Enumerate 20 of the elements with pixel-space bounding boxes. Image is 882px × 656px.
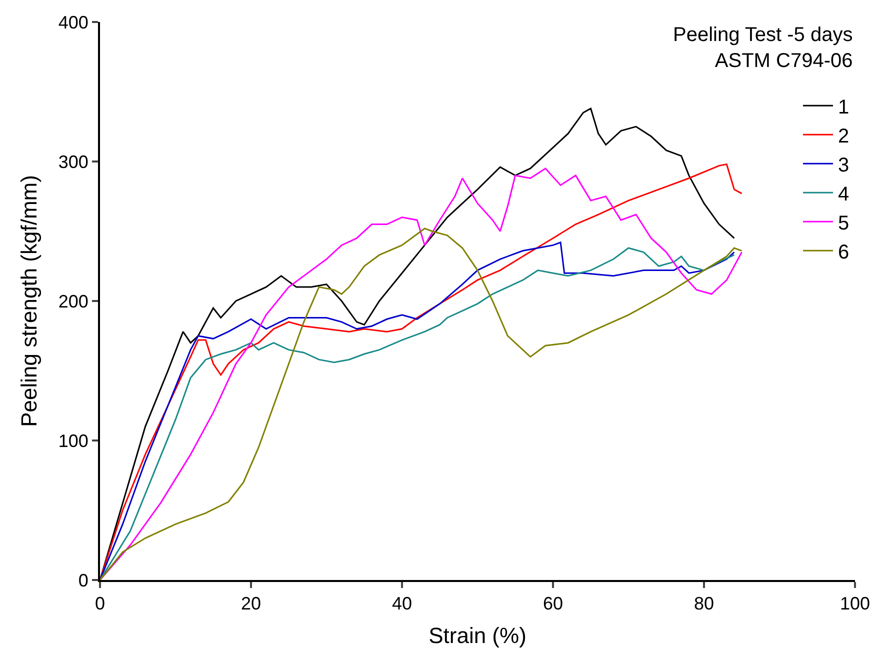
x-axis-title: Strain (%): [428, 623, 526, 648]
x-tick-label: 40: [392, 594, 412, 614]
legend-title: Peeling Test -5 days ASTM C794-06: [673, 24, 853, 72]
x-tick-label: 80: [694, 594, 714, 614]
y-tick-label: 0: [78, 570, 88, 590]
x-tick-label: 60: [542, 594, 564, 614]
x-tick-label: 20: [240, 594, 262, 614]
y-axis-title: Peeling strength (kgf/mm): [16, 175, 42, 427]
y-tick-label: 400: [58, 12, 88, 32]
legend-label: 1: [838, 96, 850, 118]
y-tick-label: 200: [58, 291, 88, 312]
y-tick-label: 100: [58, 430, 88, 451]
y-tick-label: 300: [58, 152, 88, 172]
legend-label: 3: [838, 154, 850, 176]
x-tick-label: 100: [840, 594, 870, 614]
legend-label: 4: [838, 183, 850, 206]
legend-label: 5: [838, 212, 850, 234]
legend-label: 2: [838, 125, 850, 148]
x-tick-label: 0: [94, 594, 106, 614]
legend-label: 6: [838, 241, 850, 264]
